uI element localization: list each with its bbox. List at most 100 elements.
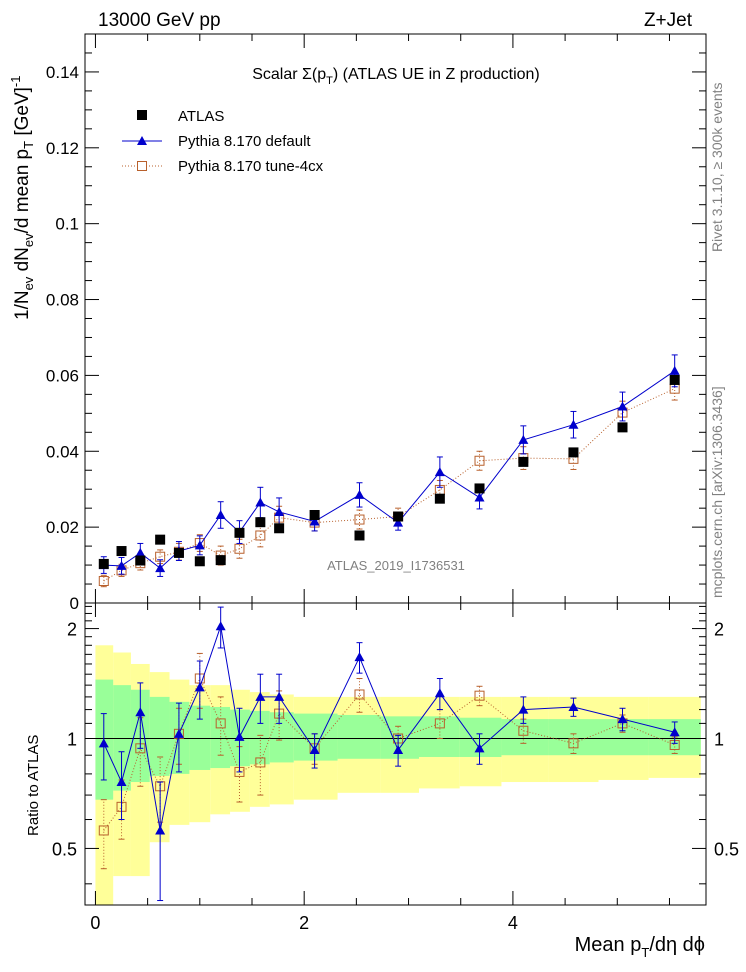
atlas-point bbox=[234, 527, 245, 538]
default-ratio-point bbox=[393, 745, 404, 755]
ratio-band-inner bbox=[598, 719, 649, 756]
tune-ratio-point bbox=[255, 757, 266, 768]
atlas-point bbox=[474, 483, 485, 494]
default-point bbox=[393, 517, 404, 527]
atlas-point bbox=[116, 546, 127, 557]
atlas-point bbox=[255, 517, 266, 528]
y-tick-label: 0.04 bbox=[46, 442, 79, 461]
ratio-band-inner bbox=[501, 719, 549, 756]
ratio-y-tick-label: 2 bbox=[67, 620, 77, 640]
default-point bbox=[617, 401, 628, 411]
ratio-band-inner bbox=[418, 716, 460, 757]
default-point bbox=[255, 497, 266, 507]
default-point bbox=[116, 560, 127, 570]
title-sub: T bbox=[326, 75, 333, 87]
tune-point bbox=[474, 455, 485, 466]
atlas-point bbox=[434, 493, 445, 504]
atlas-point bbox=[568, 447, 579, 458]
atlas-point bbox=[98, 558, 109, 569]
default-point bbox=[354, 489, 365, 499]
ratio-y-tick-label-right: 0.5 bbox=[714, 839, 739, 859]
default-ratio-point bbox=[274, 691, 285, 701]
tune-ratio-point bbox=[474, 690, 485, 701]
atlas-point bbox=[393, 511, 404, 522]
default-ratio-point bbox=[309, 745, 320, 755]
legend-atlas-label: ATLAS bbox=[178, 108, 224, 125]
tune-ratio-point bbox=[518, 725, 529, 736]
default-point bbox=[155, 563, 166, 573]
default-ratio-point bbox=[518, 704, 529, 714]
header-left: 13000 GeV pp bbox=[98, 10, 221, 31]
atlas-point bbox=[518, 456, 529, 467]
atlas-point bbox=[309, 509, 320, 520]
atlas-point bbox=[669, 374, 680, 385]
main-axes: 0 0.02 0.04 0.06 0.08 0.1 0.12 0.14 bbox=[46, 34, 706, 613]
default-point bbox=[215, 509, 226, 519]
atlas-point bbox=[173, 547, 184, 558]
ratio-band-inner bbox=[189, 705, 211, 770]
atlas-point bbox=[354, 530, 365, 541]
legend-atlas-marker bbox=[137, 110, 147, 120]
analysis-watermark: ATLAS_2019_I1736531 bbox=[327, 558, 465, 573]
title-pre: Scalar bbox=[252, 66, 302, 83]
tune-ratio-point bbox=[98, 825, 109, 836]
chart-title: Scalar Σ(pT) (ATLAS UE in Z production) bbox=[252, 66, 540, 87]
default-ratio-point bbox=[617, 714, 628, 724]
y-tick-label: 0.06 bbox=[46, 366, 79, 385]
ratio-band-inner bbox=[249, 710, 270, 765]
ratio-band-inner bbox=[548, 719, 599, 756]
tune-ratio-point bbox=[434, 718, 445, 729]
default-ratio-point bbox=[98, 738, 109, 748]
tune-point bbox=[98, 575, 109, 586]
y-tick-label: 0.14 bbox=[46, 63, 79, 82]
default-ratio-point bbox=[194, 682, 205, 692]
x-tick-label: 0 bbox=[90, 913, 100, 933]
default-point bbox=[568, 419, 579, 429]
ratio-band-inner bbox=[269, 712, 294, 763]
ratio-series bbox=[98, 606, 680, 902]
default-line bbox=[103, 370, 675, 569]
default-point bbox=[474, 492, 485, 502]
default-ratio-point bbox=[669, 727, 680, 737]
legend-tune-marker bbox=[137, 161, 147, 171]
default-ratio-point bbox=[173, 728, 184, 738]
y-tick-label: 0.02 bbox=[46, 518, 79, 537]
default-ratio-point bbox=[568, 701, 579, 711]
default-ratio-point bbox=[474, 743, 485, 753]
ratio-band-inner bbox=[113, 685, 131, 791]
atlas-point bbox=[274, 523, 285, 534]
title-sigma: Σ(p bbox=[302, 66, 326, 83]
y-axis-label-ratio: Ratio to ATLAS bbox=[25, 735, 42, 836]
ratio-band-inner bbox=[337, 714, 381, 759]
default-ratio-point bbox=[234, 731, 245, 741]
ratio-y-tick-label-right: 2 bbox=[714, 620, 724, 640]
atlas-point bbox=[135, 555, 146, 566]
ratio-y-tick-label: 0.5 bbox=[52, 839, 77, 859]
default-ratio-point bbox=[155, 825, 166, 835]
x-axis-label: Mean pT/dη dϕ bbox=[575, 934, 705, 960]
atlas-point bbox=[215, 555, 226, 566]
tune-ratio-point bbox=[354, 689, 365, 700]
legend: ATLAS Pythia 8.170 default Pythia 8.170 … bbox=[122, 108, 324, 175]
atlas-point bbox=[194, 556, 205, 567]
tune-point bbox=[354, 514, 365, 525]
default-point bbox=[669, 365, 680, 375]
default-point bbox=[274, 506, 285, 516]
ratio-y-tick-label-right: 1 bbox=[714, 730, 724, 750]
ratio-axes: 0.5 0.5 1 1 2 2 0 2 4 bbox=[52, 603, 739, 933]
default-ratio-point bbox=[354, 652, 365, 662]
title-post: ) (ATLAS UE in Z production) bbox=[333, 66, 540, 83]
default-ratio-point bbox=[215, 621, 226, 631]
y-tick-label: 0 bbox=[70, 594, 79, 613]
default-point bbox=[518, 434, 529, 444]
default-ratio-point bbox=[135, 707, 146, 717]
default-point bbox=[434, 467, 445, 477]
legend-tune-label: Pythia 8.170 tune-4cx bbox=[178, 158, 324, 175]
y-tick-label: 0.1 bbox=[55, 215, 79, 234]
main-series bbox=[98, 354, 680, 588]
ratio-y-tick-label: 1 bbox=[67, 730, 77, 750]
header-right: Z+Jet bbox=[644, 10, 693, 31]
default-point bbox=[135, 547, 146, 557]
